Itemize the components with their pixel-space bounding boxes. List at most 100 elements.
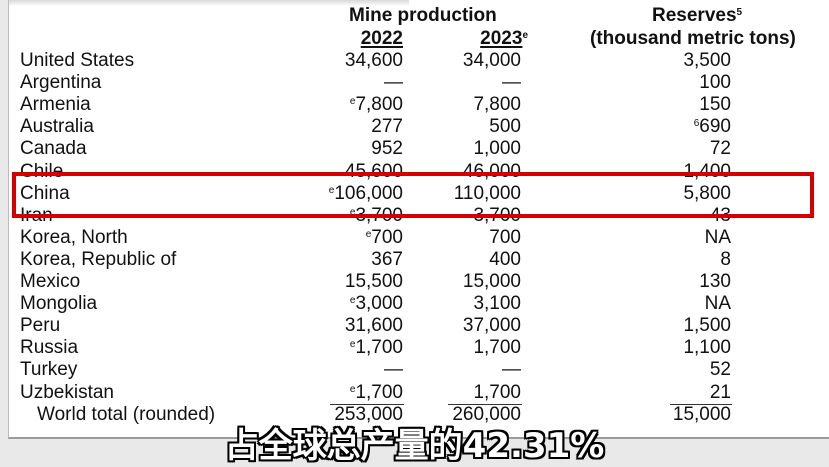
production-2022: 45,600 — [300, 161, 403, 183]
year-2022-header: 2022 — [360, 28, 403, 49]
cell-value: 7,800 — [473, 94, 521, 116]
production-2023: 46,000 — [420, 161, 521, 183]
cell-value: 1,700 — [473, 381, 521, 403]
cell-value: 1,700 — [355, 381, 403, 403]
country-name: Russia — [20, 337, 78, 359]
reserves-value: 1,400 — [630, 161, 731, 183]
cell-value: 150 — [699, 94, 731, 116]
production-2022: — — [300, 72, 403, 94]
cell-value: Chile — [20, 160, 64, 182]
cell-value: 8 — [720, 248, 731, 270]
cell-value: 700 — [489, 226, 521, 248]
cell-value: 952 — [371, 138, 403, 160]
total-2022: 253,000 — [334, 404, 403, 425]
production-2022: e700 — [300, 227, 403, 249]
production-2022: e1,700 — [300, 337, 403, 359]
cell-value: NA — [704, 226, 731, 248]
cell-value: 400 — [489, 248, 521, 270]
total-reserves: 15,000 — [672, 404, 731, 425]
production-2023: 1,700 — [420, 382, 521, 404]
cell-value: Russia — [20, 337, 79, 359]
reserves-value: 52 — [630, 359, 731, 381]
reserves-value: 72 — [630, 138, 731, 160]
cell-value: 130 — [699, 271, 731, 292]
production-2023: 1,700 — [420, 337, 521, 359]
production-2023: 1,000 — [420, 138, 521, 160]
cell-value: — — [384, 72, 403, 94]
reserves-value: NA — [630, 293, 731, 315]
footnote: 6 — [693, 118, 700, 130]
reserves-value: 3,500 — [630, 50, 731, 72]
cell-value: 45,600 — [344, 160, 403, 182]
cell-value: 21 — [709, 381, 731, 403]
cell-value: 277 — [371, 116, 403, 138]
cell-value: Mexico — [20, 271, 81, 292]
cell-value: Australia — [20, 116, 94, 138]
footnote: e — [349, 383, 356, 395]
cell-value: Korea, North — [20, 226, 128, 248]
cell-value: 72 — [709, 138, 731, 160]
footnote: e — [349, 339, 356, 351]
cell-value: — — [384, 359, 403, 381]
cell-value: 1,700 — [473, 337, 521, 359]
production-2023: — — [420, 72, 521, 94]
cell-value: 3,100 — [473, 293, 521, 315]
cell-value: 46,000 — [462, 160, 521, 182]
cell-value: 367 — [371, 248, 403, 270]
year-2023-label: 2023 — [480, 28, 523, 49]
cell-value: Turkey — [20, 359, 78, 381]
production-2023: 34,000 — [420, 50, 521, 72]
cell-value: 34,000 — [462, 50, 521, 71]
video-subtitle: 占全球总产量的42.31% — [224, 426, 605, 466]
cell-value: 3,500 — [683, 50, 731, 71]
production-2023: 15,000 — [420, 271, 521, 293]
country-name: China — [20, 183, 70, 205]
total-rule-2023 — [448, 404, 522, 405]
cell-value: 15,500 — [344, 271, 403, 292]
production-2022: 277 — [300, 116, 403, 138]
cell-value: 7,800 — [355, 94, 403, 116]
country-name: United States — [20, 50, 134, 72]
cell-value: United States — [20, 50, 135, 71]
cell-value: 500 — [489, 116, 521, 138]
footnote: e — [349, 206, 356, 218]
reserves-value: 21 — [630, 382, 731, 404]
country-name: Korea, Republic of — [20, 249, 176, 271]
reserves-value: NA — [630, 227, 731, 249]
production-2022: e3,000 — [300, 293, 403, 315]
cell-value: Korea, Republic of — [20, 248, 177, 270]
cell-value: NA — [704, 293, 731, 315]
cell-value: 1,500 — [683, 315, 731, 337]
country-name: Korea, North — [20, 227, 128, 249]
production-2023: 37,000 — [420, 315, 521, 337]
production-2023: 7,800 — [420, 94, 521, 116]
production-2023: 3,100 — [420, 293, 521, 315]
cell-value: 37,000 — [462, 315, 521, 337]
cell-value: 1,000 — [473, 138, 521, 160]
country-name: Chile — [20, 161, 63, 183]
production-2022: 34,600 — [300, 50, 403, 72]
reserves-value: 6690 — [630, 116, 731, 138]
country-name: Mongolia — [20, 293, 97, 315]
cell-value: 5,800 — [683, 182, 731, 204]
production-2023: 700 — [420, 227, 521, 249]
cell-value: 690 — [699, 116, 731, 138]
total-2023: 260,000 — [452, 404, 521, 425]
cell-value: 34,600 — [344, 50, 403, 71]
cell-value: 31,600 — [344, 315, 403, 337]
top-shade — [9, 0, 409, 6]
year-2023-header: 2023e — [450, 28, 528, 50]
production-table — [8, 0, 829, 439]
country-name: Canada — [20, 138, 87, 160]
estimate-note: e — [522, 30, 528, 41]
production-2022: 15,500 — [300, 271, 403, 293]
reserves-unit: (thousand metric tons) — [590, 28, 796, 49]
cell-value: 106,000 — [334, 182, 403, 204]
country-name: Turkey — [20, 359, 77, 381]
production-2022: e7,800 — [300, 94, 403, 116]
cell-value: 52 — [709, 359, 731, 381]
cell-value: 1,400 — [683, 160, 731, 182]
production-2022: e1,700 — [300, 382, 403, 404]
production-2023: 400 — [420, 249, 521, 271]
footnote: e — [349, 295, 356, 307]
